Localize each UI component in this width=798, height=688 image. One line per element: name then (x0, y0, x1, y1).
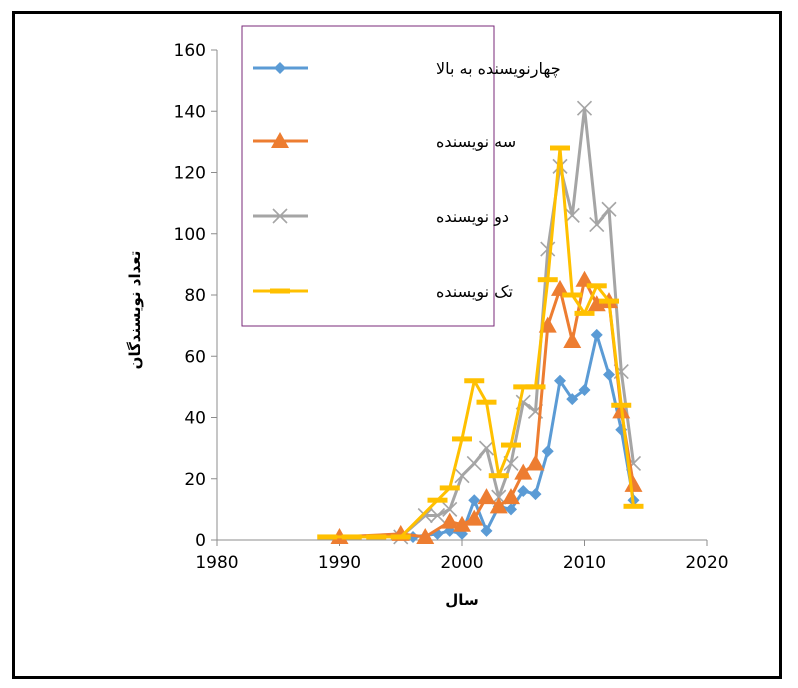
y-tick-label: 100 (174, 225, 206, 245)
series-4 (317, 145, 644, 540)
series-2-point (453, 515, 471, 532)
series-1-point (590, 328, 603, 341)
series-1-point (554, 374, 566, 387)
series-2-point (526, 454, 545, 471)
legend-label: سه نویسنده (436, 132, 516, 152)
series-4-point (366, 534, 387, 540)
series-3-point (552, 158, 568, 174)
series-2-point (514, 463, 533, 480)
legend-item-4: تک نویسنده (253, 282, 513, 302)
series-3-point (454, 468, 470, 484)
legend-box (241, 25, 495, 327)
series-4-point (439, 485, 460, 491)
legend-label: تک نویسنده (436, 282, 513, 302)
x-tick-label: 2010 (563, 553, 606, 573)
series-4-point (513, 384, 534, 390)
series-1-point (480, 524, 493, 537)
series-4-point (623, 503, 644, 509)
series-3-point (466, 455, 482, 472)
series-3-point (478, 440, 495, 456)
x-tick-label: 1980 (195, 553, 238, 573)
series-2-point (477, 488, 496, 505)
series-4-point (574, 310, 595, 316)
series-1-point (566, 393, 579, 406)
y-axis-title: تعداد نویسندگان (126, 251, 144, 370)
series-4-point (452, 436, 472, 442)
series-4-point (562, 292, 583, 298)
series-2-point (489, 497, 508, 514)
legend-item-2: سه نویسنده (253, 132, 516, 152)
series-1-point (505, 503, 517, 516)
y-tick-label: 120 (174, 164, 206, 184)
x-tick-label: 1990 (318, 553, 361, 573)
y-tick-label: 20 (184, 470, 206, 490)
x-tick-label: 2000 (440, 553, 483, 573)
series-1 (407, 328, 640, 543)
legend-swatch-marker (272, 208, 288, 224)
series-3-point (601, 201, 617, 217)
legend-swatch-marker (274, 62, 286, 74)
y-tick-label: 140 (174, 102, 206, 122)
x-tick-label: 2020 (685, 553, 728, 573)
series-3-point (417, 507, 433, 524)
series-3-point (564, 207, 580, 223)
series-4-point (390, 534, 411, 540)
legend-label: چهارنویسنده به بالا (436, 59, 561, 79)
series-4-point (611, 402, 632, 408)
series-1-point (468, 494, 481, 507)
legend-swatch-marker (270, 288, 290, 294)
series-4-point (488, 473, 509, 479)
series-1-point (517, 485, 530, 497)
legend: چهارنویسنده به بالا سه نویسنده دو نویسنده ت… (241, 25, 561, 327)
legend-swatch-marker (271, 132, 289, 148)
series-4-point (476, 399, 497, 405)
series-3-point (576, 100, 593, 116)
y-tick-label: 60 (184, 347, 206, 367)
series-2-point (551, 279, 569, 296)
series-1-point (578, 383, 591, 396)
series-3-point (429, 507, 446, 524)
legend-item-3: دو نویسنده (253, 207, 509, 227)
series-4-point (427, 497, 448, 503)
y-tick-label: 40 (184, 409, 206, 429)
series-1-point (603, 368, 615, 381)
series-4-point (586, 283, 607, 289)
series-1-point (529, 488, 542, 501)
series-4-point (341, 534, 362, 540)
series-4-point (525, 384, 546, 390)
series-3-point (442, 501, 458, 517)
series-4-point (550, 145, 570, 151)
series-2-point (502, 488, 520, 505)
series-layer (317, 100, 644, 545)
series-4-point (464, 378, 485, 384)
x-axis-title: سال (445, 591, 478, 609)
series-2-point (440, 512, 459, 529)
series-2-point (624, 475, 643, 492)
series-3-point (589, 216, 605, 233)
series-2-point (575, 270, 594, 287)
series-4-point (537, 277, 558, 283)
series-4-point (501, 442, 521, 448)
y-tick-label: 80 (184, 286, 206, 306)
series-2-point (465, 509, 484, 526)
series-1-point (541, 445, 554, 458)
series-2 (330, 270, 643, 544)
series-2-point (563, 331, 582, 348)
series-4-point (317, 534, 338, 540)
y-tick-label: 160 (174, 41, 206, 61)
axes: 0 20 40 60 80 100 120 140 160 1980 1990 2000 2010 202… (174, 41, 729, 573)
series-4-point (599, 298, 619, 304)
legend-label: دو نویسنده (436, 207, 509, 227)
series-2-point (416, 527, 435, 544)
legend-item-1: چهارنویسنده به بالا (253, 59, 561, 79)
y-tick-label: 0 (195, 531, 206, 551)
